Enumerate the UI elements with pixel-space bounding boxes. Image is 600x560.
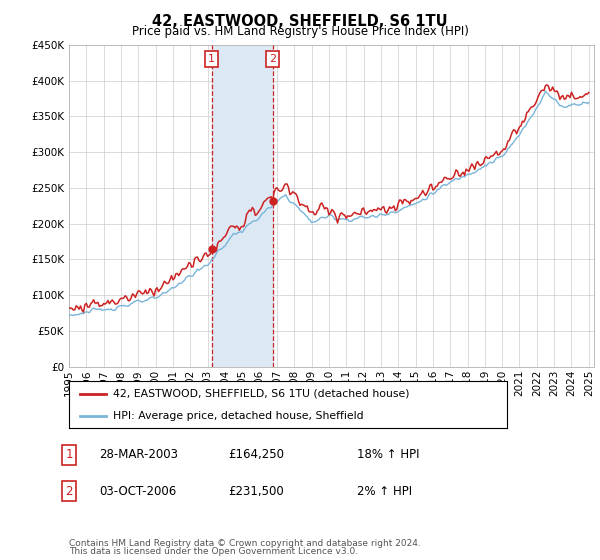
Text: 42, EASTWOOD, SHEFFIELD, S6 1TU (detached house): 42, EASTWOOD, SHEFFIELD, S6 1TU (detache… [113, 389, 409, 399]
Text: 18% ↑ HPI: 18% ↑ HPI [357, 448, 419, 461]
Text: £231,500: £231,500 [228, 484, 284, 498]
Text: 2% ↑ HPI: 2% ↑ HPI [357, 484, 412, 498]
Text: This data is licensed under the Open Government Licence v3.0.: This data is licensed under the Open Gov… [69, 547, 358, 556]
Text: Contains HM Land Registry data © Crown copyright and database right 2024.: Contains HM Land Registry data © Crown c… [69, 539, 421, 548]
Text: 1: 1 [65, 448, 73, 461]
Text: Price paid vs. HM Land Registry's House Price Index (HPI): Price paid vs. HM Land Registry's House … [131, 25, 469, 38]
Text: 28-MAR-2003: 28-MAR-2003 [99, 448, 178, 461]
Text: 2: 2 [269, 54, 276, 64]
Bar [212, 45, 272, 367]
Text: 03-OCT-2006: 03-OCT-2006 [99, 484, 176, 498]
Text: 1: 1 [208, 54, 215, 64]
Text: HPI: Average price, detached house, Sheffield: HPI: Average price, detached house, Shef… [113, 410, 364, 421]
Text: 42, EASTWOOD, SHEFFIELD, S6 1TU: 42, EASTWOOD, SHEFFIELD, S6 1TU [152, 14, 448, 29]
Text: £164,250: £164,250 [228, 448, 284, 461]
Text: 2: 2 [65, 484, 73, 498]
